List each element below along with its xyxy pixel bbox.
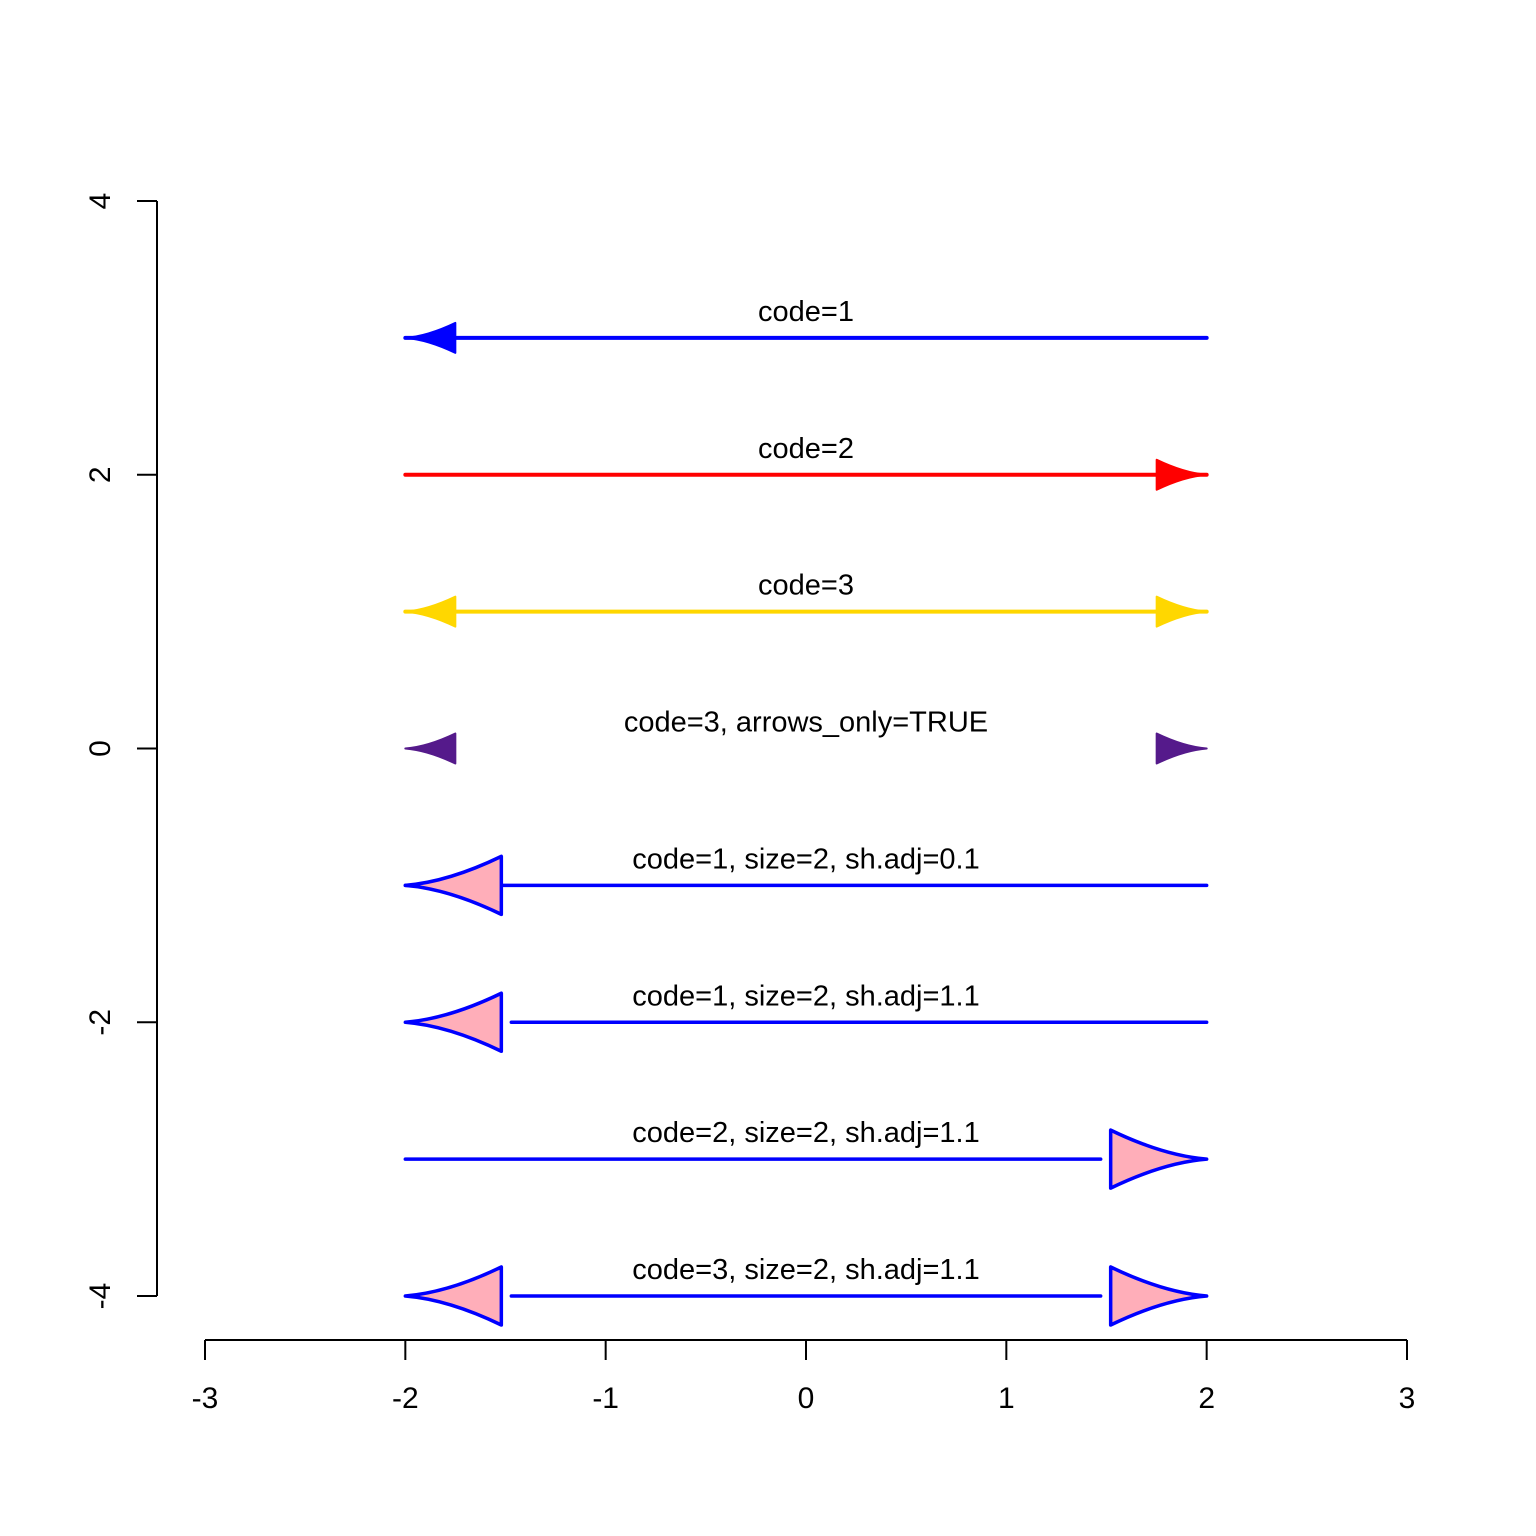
arrow-4: code=3, arrows_only=TRUE (404, 707, 1208, 765)
arrowhead-left (403, 991, 504, 1053)
arrow-8: code=3, size=2, sh.adj=1.1 (403, 1254, 1209, 1327)
arrow-2: code=2 (403, 433, 1209, 491)
arrowhead-left (404, 732, 457, 765)
x-tick-label: 0 (798, 1382, 815, 1415)
y-tick-label: -2 (84, 1009, 117, 1036)
arrow-label: code=1, size=2, sh.adj=0.1 (632, 843, 979, 875)
x-tick-label: -3 (192, 1382, 219, 1415)
arrowhead-left (403, 1265, 504, 1327)
arrowhead-right (1155, 458, 1208, 491)
arrow-label: code=1 (758, 296, 854, 328)
arrowhead-right (1108, 1128, 1209, 1190)
x-tick-label: 2 (1198, 1382, 1215, 1415)
arrow-1: code=1 (403, 296, 1209, 354)
y-tick-label: 0 (84, 740, 117, 757)
y-tick-label: 4 (84, 193, 117, 210)
y-tick-label: 2 (84, 466, 117, 483)
arrow-label: code=1, size=2, sh.adj=1.1 (632, 980, 979, 1012)
arrow-label: code=3, arrows_only=TRUE (624, 707, 988, 739)
x-tick-label: 1 (998, 1382, 1015, 1415)
arrow-label: code=2 (758, 433, 854, 465)
x-tick-label: 3 (1399, 1382, 1416, 1415)
arrowhead-right (1108, 1265, 1209, 1327)
y-tick-label: -4 (84, 1283, 117, 1310)
arrow-label: code=3, size=2, sh.adj=1.1 (632, 1254, 979, 1286)
arrow-6: code=1, size=2, sh.adj=1.1 (403, 980, 1209, 1053)
arrowhead-left (403, 854, 504, 917)
arrowhead-right (1155, 732, 1208, 765)
x-tick-label: -2 (392, 1382, 419, 1415)
arrow-label: code=3 (758, 570, 854, 602)
arrowhead-right (1155, 595, 1208, 628)
arrow-3: code=3 (403, 570, 1209, 628)
arrow-label: code=2, size=2, sh.adj=1.1 (632, 1117, 979, 1149)
arrows-layer: code=1 code=2 code=3 code=3, arrows_only=TR… (403, 296, 1209, 1327)
x-tick-label: -1 (592, 1382, 619, 1415)
arrowhead-left (404, 595, 457, 628)
arrow-7: code=2, size=2, sh.adj=1.1 (403, 1117, 1209, 1190)
axes: -3 -2 -1 0 1 2 3 -4 -2 0 2 4 (84, 193, 1415, 1415)
arrowhead-left (404, 321, 457, 354)
arrow-5: code=1, size=2, sh.adj=0.1 (403, 843, 1209, 917)
